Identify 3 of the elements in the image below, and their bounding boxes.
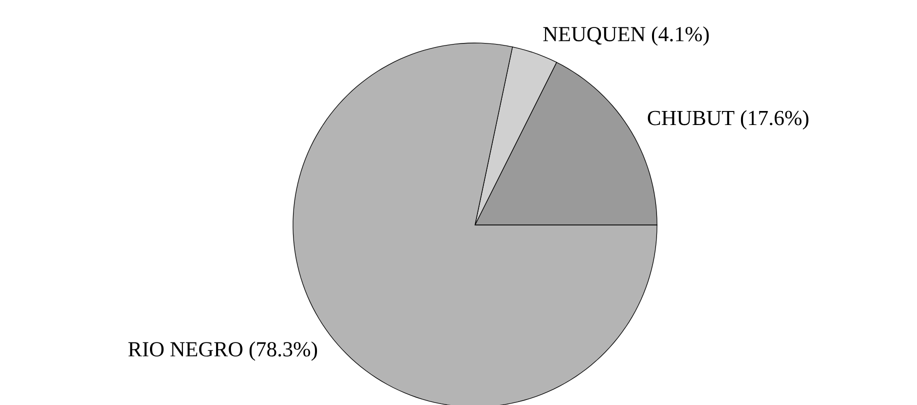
slice-label: CHUBUT (17.6%) bbox=[648, 110, 808, 130]
slice-label: NEUQUEN (4.1%) bbox=[543, 26, 709, 46]
slice-label: RIO NEGRO (78.3%) bbox=[128, 341, 318, 361]
